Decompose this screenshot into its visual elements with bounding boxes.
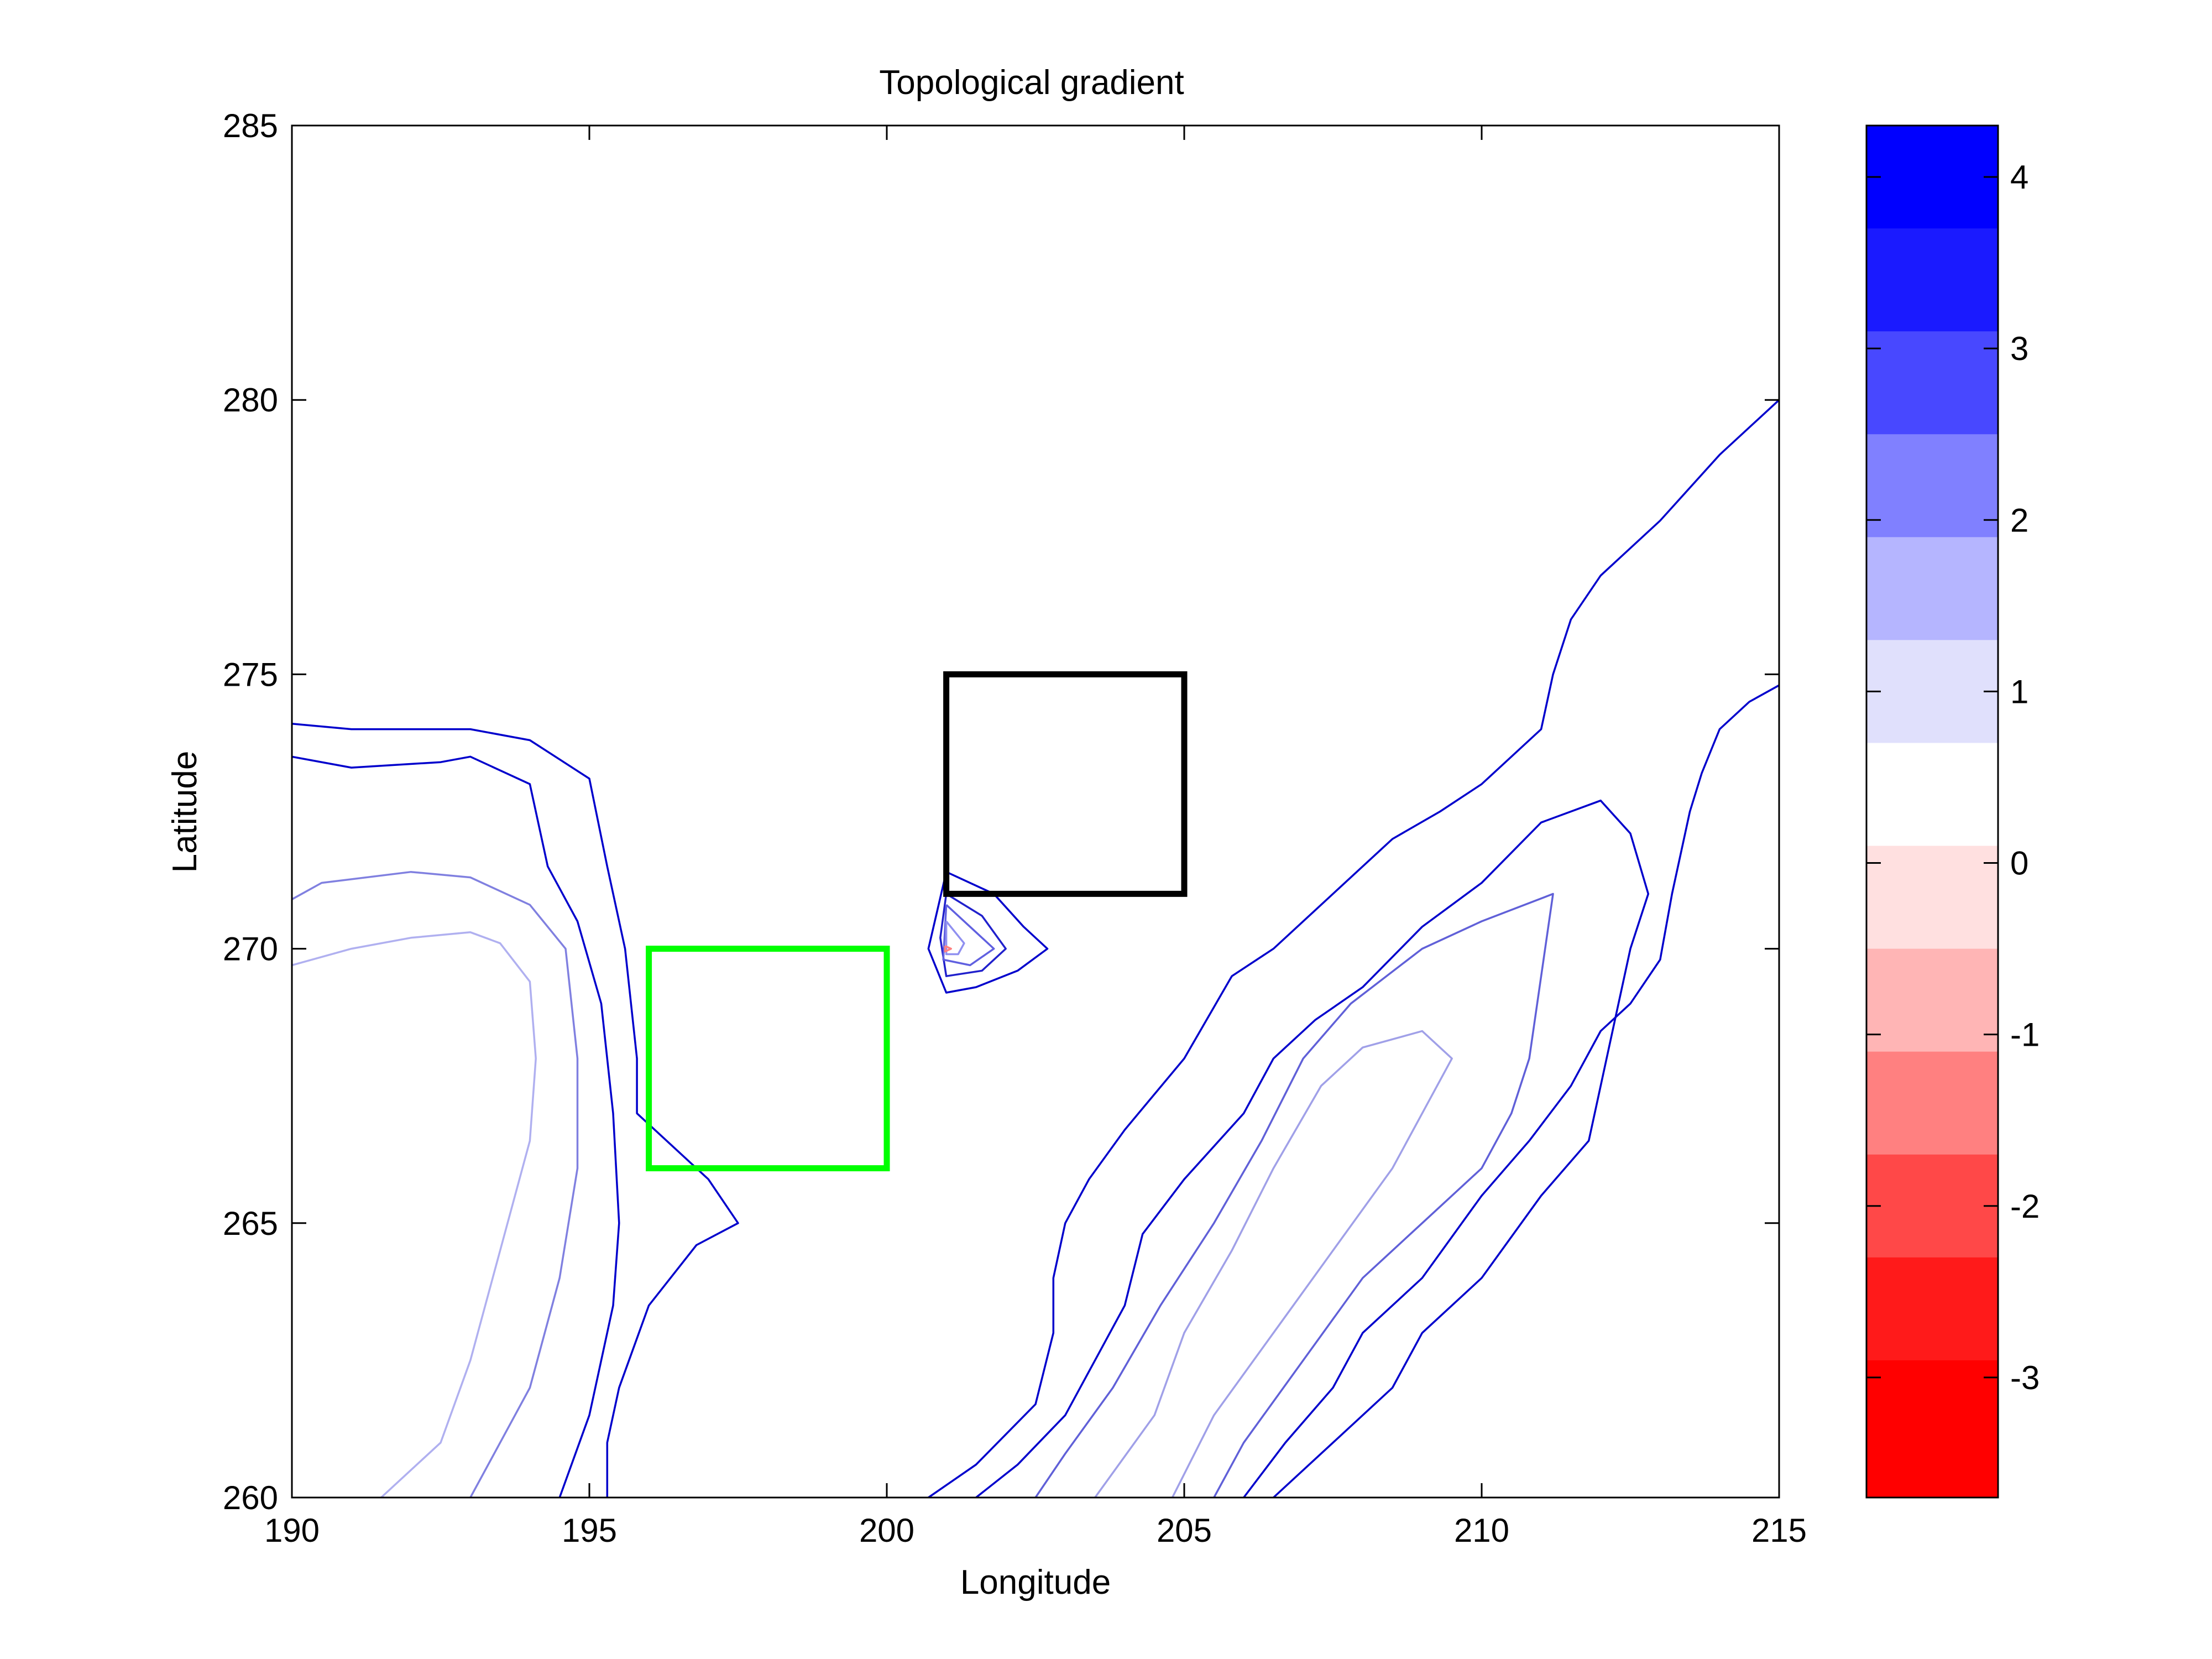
colorbar-band-7 <box>1866 743 1998 847</box>
y-tick-label: 280 <box>223 382 278 419</box>
colorbar-ticks: 4 3 2 1 0 -1 -2 -3 <box>1866 159 2040 1396</box>
colorbar-tick-label: 2 <box>2010 502 2028 539</box>
colorbar-band-10 <box>1866 1051 1998 1155</box>
highlight-boxes <box>646 671 1188 1172</box>
contour-line-9 <box>1094 1030 1453 1498</box>
x-tick-label: 190 <box>264 1512 320 1549</box>
contour-line-13 <box>945 920 965 956</box>
x-tick-label: 205 <box>1157 1512 1212 1549</box>
y-tick-label: 285 <box>223 107 278 144</box>
contour-line-1 <box>292 722 739 1498</box>
x-tick-label: 195 <box>562 1512 617 1549</box>
colorbar-tick-label: -1 <box>2010 1016 2040 1053</box>
colorbar-frame <box>1865 124 1999 1499</box>
x-tick-label: 215 <box>1751 1512 1807 1549</box>
contour-lines <box>292 399 1779 1498</box>
contour-line-12 <box>942 904 995 967</box>
colorbar-band-5 <box>1866 537 1998 640</box>
colorbar-band-11 <box>1866 1154 1998 1258</box>
y-axis: 260 265 270 275 280 285 <box>223 107 1779 1516</box>
contour-line-10 <box>927 871 1049 994</box>
colorbar-tick-label: 4 <box>2010 159 2028 196</box>
y-tick-label: 270 <box>223 931 278 968</box>
chart-title: Topological gradient <box>879 64 1184 102</box>
contour-line-7 <box>1243 684 1779 1498</box>
contour-line-5 <box>928 399 1779 1498</box>
plot-frame <box>291 124 1780 1499</box>
colorbar-tick-label: 1 <box>2010 673 2028 710</box>
colorbar: 4 3 2 1 0 -1 -2 -3 <box>1865 124 2040 1499</box>
plot-area: 190 195 200 205 210 215 260 265 270 275 280 285 <box>223 107 1807 1549</box>
colorbar-band-9 <box>1866 948 1998 1052</box>
y-tick-label: 265 <box>223 1205 278 1242</box>
y-axis-title: Latitude <box>166 751 204 873</box>
contour-line-3 <box>292 870 579 1498</box>
contour-line-8 <box>1034 893 1554 1498</box>
y-tick-label: 260 <box>223 1479 278 1516</box>
colorbar-tick-label: 0 <box>2010 845 2028 882</box>
colorbar-band-13 <box>1866 1360 1998 1498</box>
x-axis: 190 195 200 205 210 215 <box>264 126 1807 1549</box>
colorbar-band-8 <box>1866 846 1998 950</box>
contour-line-2 <box>292 755 620 1498</box>
green-box <box>646 946 890 1172</box>
x-axis-title: Longitude <box>960 1563 1111 1601</box>
colorbar-bands <box>1866 126 1998 1498</box>
colorbar-band-12 <box>1866 1257 1998 1361</box>
contour-line-11 <box>939 893 1007 977</box>
colorbar-tick-label: 3 <box>2010 330 2028 367</box>
contour-line-4 <box>292 931 537 1498</box>
colorbar-band-4 <box>1866 434 1998 538</box>
colorbar-band-2 <box>1866 228 1998 332</box>
x-tick-label: 210 <box>1454 1512 1509 1549</box>
colorbar-band-6 <box>1866 640 1998 743</box>
black-box <box>943 671 1188 897</box>
y-tick-label: 275 <box>223 656 278 693</box>
colorbar-band-1 <box>1866 126 1998 229</box>
contour-line-6 <box>975 799 1650 1498</box>
colorbar-tick-label: -2 <box>2010 1188 2040 1225</box>
x-tick-label: 200 <box>859 1512 914 1549</box>
colorbar-band-3 <box>1866 331 1998 435</box>
contour-line-14 <box>944 945 952 953</box>
colorbar-tick-label: -3 <box>2010 1359 2040 1396</box>
